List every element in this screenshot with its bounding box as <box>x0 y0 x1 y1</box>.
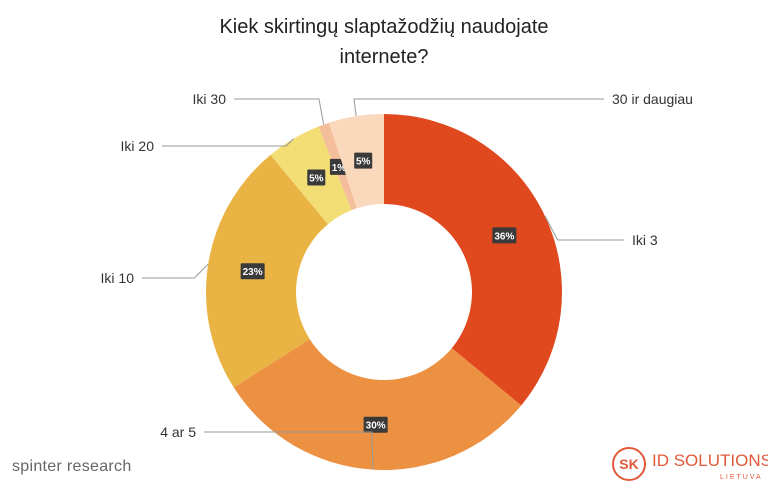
title-line-1: Kiek skirtingų slaptažodžių naudojate <box>219 16 549 38</box>
spinter-research-logo: spinter research <box>12 458 132 475</box>
leader-line <box>544 215 624 241</box>
data-label: 30% <box>366 421 386 432</box>
leader-line <box>204 431 374 470</box>
leader-line <box>234 98 325 125</box>
category-label: Iki 3 <box>632 232 658 248</box>
data-label-bg <box>307 169 326 186</box>
leader-line <box>142 263 209 279</box>
category-label: Iki 20 <box>121 138 155 154</box>
leader-line <box>162 138 294 147</box>
title-line-2: internete? <box>339 46 429 68</box>
logo-sub: LIETUVA <box>720 474 763 481</box>
donut-slice-1 <box>233 339 522 470</box>
leader-line <box>353 98 604 117</box>
category-label: Iki 10 <box>101 270 135 286</box>
data-label: 36% <box>494 231 514 242</box>
data-label-bg <box>354 152 373 169</box>
donut-slice-2 <box>206 154 328 388</box>
data-label: 1% <box>332 163 347 174</box>
data-label: 23% <box>243 267 263 278</box>
donut-slice-0 <box>384 114 562 406</box>
category-label: Iki 30 <box>193 91 227 107</box>
logo-text: ID SOLUTIONS <box>652 451 768 470</box>
data-label-bg <box>363 416 388 433</box>
data-label-bg <box>240 263 265 280</box>
logo-mark: SK <box>612 447 646 481</box>
category-label: 30 ir daugiau <box>612 91 693 107</box>
data-label: 5% <box>309 174 324 185</box>
category-label: 4 ar 5 <box>160 424 196 440</box>
chart-title: Kiek skirtingų slaptažodžių naudojate in… <box>0 12 768 72</box>
data-label: 5% <box>356 157 371 168</box>
sk-id-solutions-logo: SK ID SOLUTIONS LIETUVA <box>612 447 768 487</box>
data-label-bg <box>492 227 517 244</box>
